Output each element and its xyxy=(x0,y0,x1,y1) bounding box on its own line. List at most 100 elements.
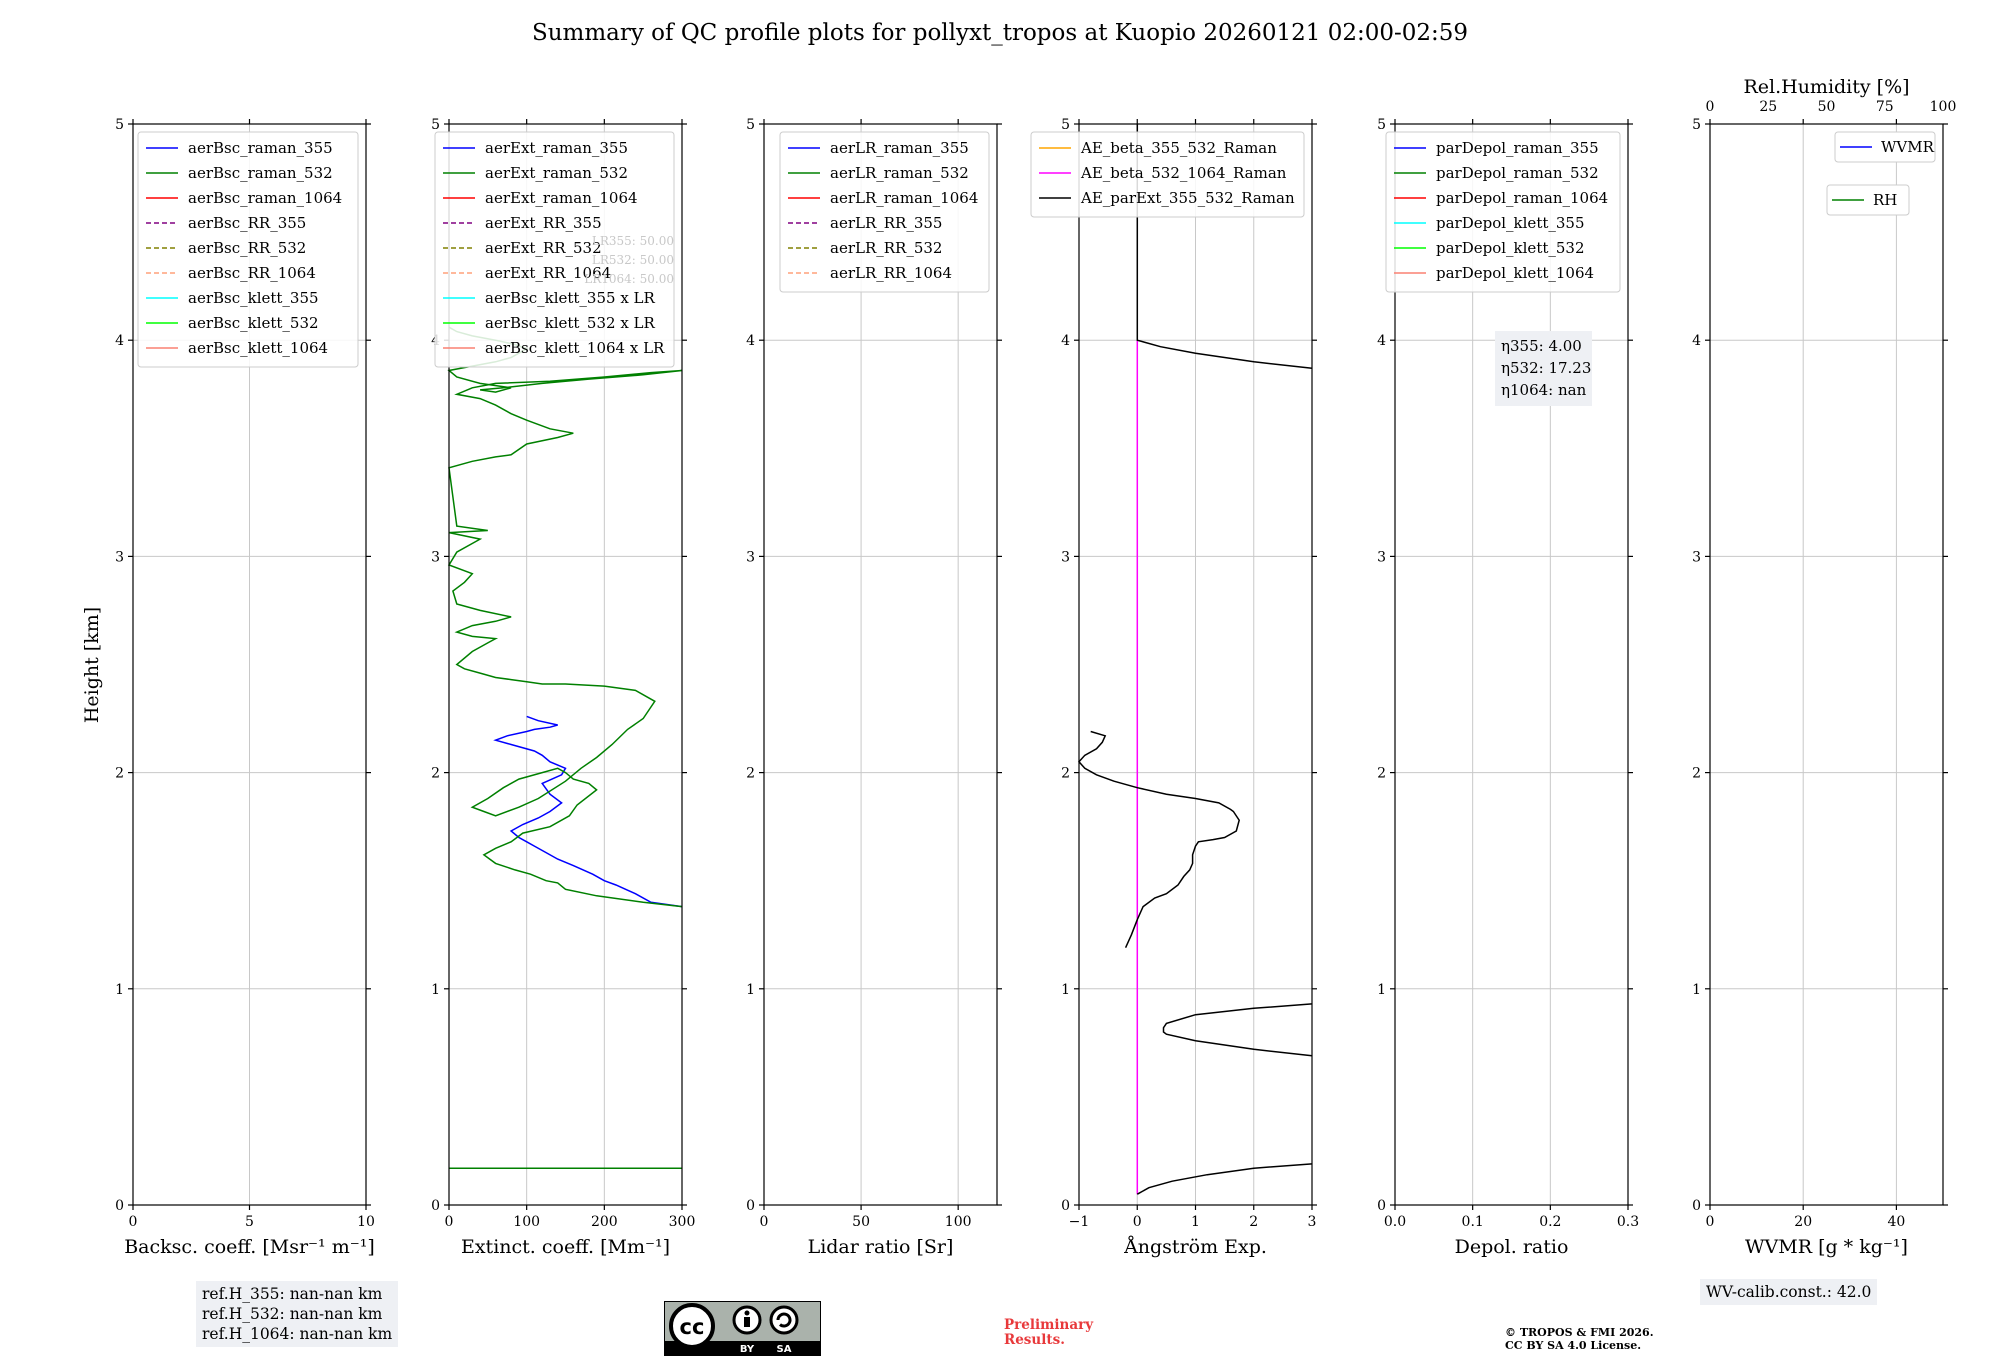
legend: aerBsc_raman_355 aerBsc_raman_532 aerBsc_r… xyxy=(137,131,359,368)
legend-entry: aerBsc_klett_355 xyxy=(188,289,319,307)
y-tick-label: 4 xyxy=(746,333,755,349)
y-tick-label: 5 xyxy=(1692,117,1701,133)
legend: WVMR RH xyxy=(1826,131,1936,216)
y-tick-label: 1 xyxy=(746,982,755,998)
legend: parDepol_raman_355 parDepol_raman_532 parD… xyxy=(1385,131,1621,293)
y-tick-label: 0 xyxy=(1061,1198,1070,1214)
top-x-tick-label: 75 xyxy=(1876,99,1894,115)
legend-entry: RH xyxy=(1873,191,1897,209)
x-tick-label: 0 xyxy=(445,1214,454,1230)
legend-entry: parDepol_raman_1064 xyxy=(1436,189,1608,207)
panel-bsc: 0 5 10 0 1 2 3 4 5 Backsc. coeff. [Msr⁻¹ m⁻¹] aerB… xyxy=(115,117,375,1258)
x-tick-label: 0.1 xyxy=(1462,1214,1484,1230)
legend-entry: parDepol_raman_532 xyxy=(1436,164,1599,182)
legend-entry: aerExt_raman_532 xyxy=(485,164,628,182)
legend-entry: AE_parExt_355_532_Raman xyxy=(1080,189,1295,207)
x-tick-label: 0 xyxy=(129,1214,138,1230)
legend-entry: aerBsc_klett_532 xyxy=(188,314,319,332)
y-tick-label: 0 xyxy=(1692,1198,1701,1214)
legend-box xyxy=(1834,131,1936,163)
top-x-axis-label: Rel.Humidity [%] xyxy=(1743,76,1909,98)
legend-entry: aerLR_raman_532 xyxy=(830,164,969,182)
lr-annotation: LR532: 50.00 xyxy=(592,253,674,267)
y-tick-label: 1 xyxy=(1377,982,1386,998)
legend: AE_beta_355_532_Raman AE_beta_532_1064_Ra… xyxy=(1030,131,1305,218)
y-tick-label: 3 xyxy=(1377,549,1386,565)
eta-box xyxy=(1495,331,1592,406)
series-ae-parext-mid xyxy=(1077,730,1241,949)
y-tick-label: 4 xyxy=(1692,333,1701,349)
panel-lr: 0 50 100 0 1 2 3 4 5 Lidar ratio [Sr] aerLR_raman_… xyxy=(746,117,1002,1258)
top-x-tick-label: 25 xyxy=(1759,99,1777,115)
y-tick-label: 5 xyxy=(1061,117,1070,133)
copyright-line-2: CC BY SA 4.0 License. xyxy=(1505,1339,1642,1352)
y-tick-label: 5 xyxy=(431,117,440,133)
legend-entry: aerBsc_RR_1064 xyxy=(188,264,316,282)
legend-entry: parDepol_klett_532 xyxy=(1436,239,1585,257)
legend-entry: aerExt_raman_355 xyxy=(485,139,628,157)
y-tick-label: 5 xyxy=(746,117,755,133)
legend-entry: aerLR_RR_1064 xyxy=(830,264,952,282)
y-tick-label: 5 xyxy=(1377,117,1386,133)
x-tick-label: 10 xyxy=(357,1214,375,1230)
panel-ext: 0100200300012345Extinct. coeff. [Mm⁻¹]ae… xyxy=(431,117,695,1258)
preliminary-line-2: Results. xyxy=(1004,1332,1065,1348)
x-tick-label: 100 xyxy=(945,1214,972,1230)
copyright-note: © TROPOS & FMI 2026. CC BY SA 4.0 Licens… xyxy=(1505,1326,1654,1352)
panel-dep: 0.0 0.1 0.2 0.3 0 1 2 3 4 5 Depol. ratio parDepol_r… xyxy=(1377,117,1639,1258)
legend-box xyxy=(779,131,990,293)
ref-height-1064: ref.H_1064: nan-nan km xyxy=(202,1325,393,1343)
axes-frame xyxy=(448,123,683,1206)
x-axis-label: WVMR [g * kg⁻¹] xyxy=(1745,1236,1908,1258)
series-ae-parext-low xyxy=(1136,1163,1313,1195)
x-axis-label: Lidar ratio [Sr] xyxy=(808,1236,954,1258)
legend-entry: aerBsc_raman_355 xyxy=(188,139,333,157)
y-tick-label: 0 xyxy=(115,1198,124,1214)
legend-entry: aerBsc_klett_1064 xyxy=(188,339,328,357)
y-tick-label: 0 xyxy=(431,1198,440,1214)
cc-logo-icon xyxy=(669,1303,715,1349)
y-tick-label: 1 xyxy=(1692,982,1701,998)
legend-entry: parDepol_klett_355 xyxy=(1436,214,1585,232)
axes-frame xyxy=(763,123,998,1206)
legend-entry: aerBsc_RR_532 xyxy=(188,239,306,257)
legend-entry: AE_beta_532_1064_Raman xyxy=(1080,164,1287,182)
y-tick-label: 3 xyxy=(746,549,755,565)
x-tick-label: 300 xyxy=(669,1214,696,1230)
ref-height-532: ref.H_532: nan-nan km xyxy=(202,1305,383,1323)
legend-entry: aerBsc_klett_355 x LR xyxy=(485,289,656,307)
x-tick-label: 100 xyxy=(513,1214,540,1230)
axes-frame xyxy=(1394,123,1629,1206)
eta-annotation: η532: 17.23 xyxy=(1501,359,1591,377)
x-tick-label: 50 xyxy=(852,1214,870,1230)
legend-entry: aerExt_RR_532 xyxy=(485,239,602,257)
legend-entry: AE_beta_355_532_Raman xyxy=(1080,139,1277,157)
y-tick-label: 3 xyxy=(1692,549,1701,565)
y-tick-label: 2 xyxy=(1692,766,1701,782)
series-aerext-raman-532 xyxy=(447,326,683,908)
ref-height-355: ref.H_355: nan-nan km xyxy=(202,1285,383,1303)
x-tick-label: 200 xyxy=(591,1214,618,1230)
top-x-tick-label: 50 xyxy=(1818,99,1836,115)
legend-entry: aerBsc_raman_532 xyxy=(188,164,333,182)
legend-entry: aerLR_raman_1064 xyxy=(830,189,978,207)
legend: aerLR_raman_355 aerLR_raman_532 aerLR_rama… xyxy=(779,131,990,293)
top-x-tick-label: 100 xyxy=(1930,99,1957,115)
y-tick-label: 1 xyxy=(431,982,440,998)
y-tick-label: 2 xyxy=(1377,766,1386,782)
y-tick-label: 4 xyxy=(1377,333,1386,349)
y-tick-label: 0 xyxy=(746,1198,755,1214)
preliminary-note: Preliminary Results. xyxy=(1004,1318,1093,1348)
legend-box xyxy=(1385,131,1621,293)
x-tick-label: 0.0 xyxy=(1384,1214,1406,1230)
x-tick-label: 5 xyxy=(245,1214,254,1230)
x-tick-label: −1 xyxy=(1069,1214,1090,1230)
x-tick-label: 0 xyxy=(1706,1214,1715,1230)
x-axis-label: Depol. ratio xyxy=(1455,1236,1569,1258)
series-aerext-raman-355 xyxy=(493,715,683,908)
x-tick-label: 1 xyxy=(1191,1214,1200,1230)
eta-annotation: η355: 4.00 xyxy=(1501,337,1582,355)
legend-entry: aerBsc_klett_1064 x LR xyxy=(485,339,665,357)
